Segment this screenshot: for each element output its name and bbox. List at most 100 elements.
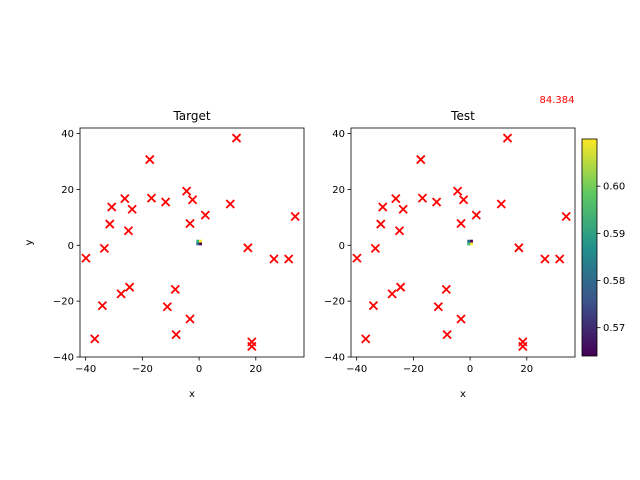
score-label: 84.384: [540, 95, 575, 106]
test-scatter-point: [442, 330, 452, 340]
test-scatter-point: [398, 204, 408, 214]
target-ytick-label: 20: [61, 185, 74, 196]
target-scatter-point: [160, 197, 171, 207]
target-scatter-point: [187, 195, 198, 205]
target-scatter-point: [231, 133, 242, 143]
test-scatter-point: [352, 253, 362, 263]
test-scatter-point: [441, 284, 451, 295]
target-scatter-point: [284, 254, 294, 264]
test-xtick-label: −20: [403, 364, 424, 375]
colorbar-tick-label: 0.58: [603, 276, 625, 287]
target-scatter-point: [81, 253, 91, 263]
test-scatter-point: [394, 226, 405, 236]
target-xtick-label: −20: [132, 364, 153, 375]
test-image-cell: [470, 242, 473, 246]
test-scatter-point: [458, 195, 469, 205]
target-scatter-point: [185, 314, 195, 324]
test-scatter-point: [561, 211, 571, 222]
test-scatter-point: [502, 133, 513, 143]
colorbar-tick-label: 0.60: [603, 182, 625, 193]
target-scatter-point: [120, 194, 130, 204]
test-scatter-point: [416, 154, 426, 165]
test-scatter-point: [387, 289, 397, 299]
target-scatter-point: [290, 211, 300, 222]
target-image-cell: [199, 242, 202, 246]
test-scatter-point: [518, 341, 528, 352]
target-scatter-point: [171, 330, 181, 340]
target-scatter-point: [124, 282, 135, 292]
test-ytick-label: −20: [324, 297, 345, 308]
target-scatter-point: [247, 341, 257, 352]
target-scatter-point: [200, 210, 210, 220]
test-xtick-label: −40: [346, 364, 367, 375]
test-scatter-point: [514, 243, 524, 253]
test-image-cell: [467, 239, 471, 243]
test-scatter-point: [555, 254, 565, 264]
target-scatter-point: [269, 254, 279, 264]
target-scatter-point: [105, 219, 115, 229]
colorbar: 0.57 0.58 0.59 0.60: [581, 138, 625, 357]
test-scatter-point: [391, 194, 401, 204]
colorbar-tick-label: 0.59: [603, 229, 625, 240]
target-scatter-point: [127, 204, 137, 214]
target-scatter-point: [225, 199, 235, 209]
test-scatter-point: [417, 193, 428, 203]
colorbar-tick-label: 0.57: [603, 323, 625, 334]
test-axes: −40 −20 0 20 −40 −20 0 20 40 Test x: [324, 109, 576, 400]
test-title: Test: [450, 109, 475, 123]
target-scatter-point: [185, 218, 195, 229]
target-image-cell: [196, 242, 200, 246]
target-ytick-label: 40: [61, 129, 74, 140]
target-ytick-label: −20: [53, 297, 74, 308]
test-axes-frame: [350, 127, 576, 358]
target-axes-frame: [79, 127, 305, 358]
test-scatter-point: [496, 199, 506, 209]
target-scatter-point: [162, 302, 172, 312]
test-xlabel: x: [460, 389, 466, 400]
colorbar-gradient: [581, 138, 598, 357]
target-scatter-point: [170, 284, 180, 295]
target-image-cell: [196, 239, 200, 243]
target-axes: −40 −20 0 20 −40 −20 0 20 40 Target x y: [24, 109, 305, 400]
test-scatter-point: [361, 334, 371, 344]
test-scatter-point: [376, 219, 386, 229]
target-scatter-point: [243, 243, 253, 253]
test-xtick-label: 0: [467, 364, 473, 375]
target-image-cell: [199, 239, 202, 243]
target-xtick-label: 20: [249, 364, 262, 375]
test-ytick-label: −40: [324, 353, 345, 364]
target-scatter-point: [145, 154, 155, 165]
test-scatter-point: [471, 210, 481, 220]
test-scatter-point: [368, 300, 379, 311]
target-title: Target: [172, 109, 210, 123]
target-scatter-point: [97, 300, 108, 311]
test-ytick-label: 0: [339, 241, 345, 252]
test-scatter-point: [370, 243, 381, 254]
test-scatter-point: [456, 218, 466, 229]
target-scatter-point: [107, 202, 117, 212]
test-ytick-label: 40: [332, 129, 345, 140]
test-scatter-point: [452, 186, 463, 196]
test-scatter-point: [431, 197, 442, 207]
test-scatter-point: [378, 202, 388, 212]
target-xtick-label: 0: [196, 364, 202, 375]
target-scatter-point: [181, 186, 192, 196]
target-ytick-label: 0: [68, 241, 74, 252]
target-scatter-point: [99, 243, 110, 254]
test-xtick-label: 20: [520, 364, 533, 375]
test-image-cell: [467, 242, 471, 246]
test-scatter-point: [395, 282, 406, 292]
test-scatter-point: [433, 302, 443, 312]
target-scatter-point: [116, 289, 126, 299]
target-scatter-point: [146, 193, 157, 203]
target-scatter-point: [90, 334, 100, 344]
target-ytick-label: −40: [53, 353, 74, 364]
target-scatter-point: [123, 226, 134, 236]
test-image-cell: [470, 239, 473, 243]
test-scatter-point: [540, 254, 550, 264]
test-ytick-label: 20: [332, 185, 345, 196]
target-xlabel: x: [189, 389, 195, 400]
target-xtick-label: −40: [75, 364, 96, 375]
